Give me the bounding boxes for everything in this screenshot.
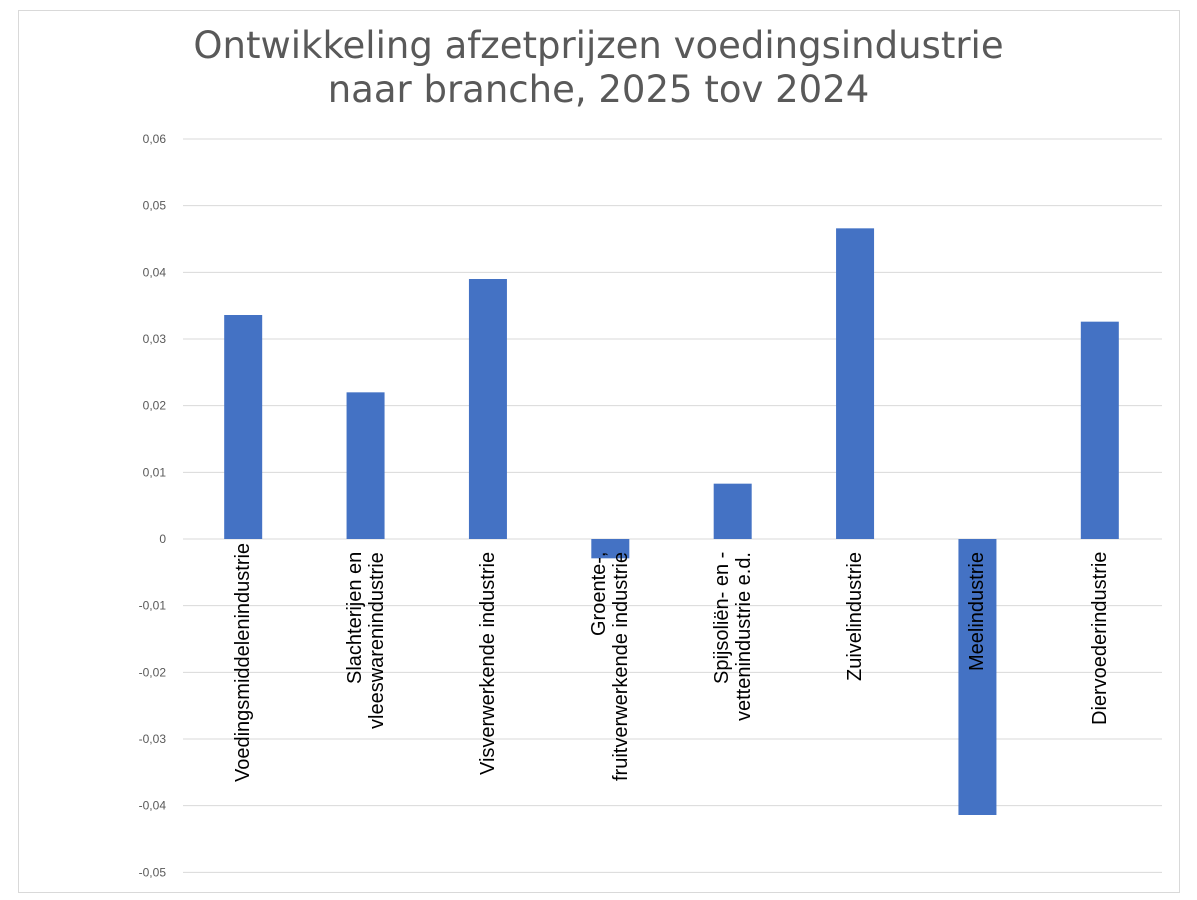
y-tick-label: 0,01	[143, 465, 167, 479]
x-category-label: Spijsoliën- en -vettenindustrie e.d.	[710, 552, 755, 721]
bar	[346, 392, 385, 539]
bar	[1080, 321, 1119, 539]
bar	[468, 279, 507, 539]
chart-title: Ontwikkeling afzetprijzen voedingsindust…	[0, 24, 1197, 112]
bar	[591, 539, 630, 559]
chart-frame	[18, 10, 1180, 893]
x-category-label-wrap: Slachterijen en vleeswarenindustrie	[331, 552, 401, 782]
y-tick-label: 0,04	[143, 265, 167, 279]
x-category-label: Diervoederindustrie	[1088, 552, 1111, 726]
y-tick-label: 0,02	[143, 399, 167, 413]
x-category-label-wrap: Spijsoliën- en -vettenindustrie e.d.	[698, 552, 768, 782]
y-tick-label: 0,03	[143, 332, 167, 346]
bar	[224, 315, 263, 539]
chart-title-line-2: naar branche, 2025 tov 2024	[327, 68, 870, 111]
bar	[836, 228, 875, 540]
x-category-label-wrap: Diervoederindustrie	[1065, 552, 1135, 782]
y-tick-label: -0,02	[139, 665, 167, 679]
y-tick-label: -0,04	[139, 799, 167, 813]
y-tick-label: -0,03	[139, 732, 167, 746]
y-tick-label: -0,01	[139, 599, 167, 613]
chart-title-line-1: Ontwikkeling afzetprijzen voedingsindust…	[193, 24, 1004, 67]
bar	[713, 483, 752, 539]
x-category-label: Zuivelindustrie	[844, 552, 867, 681]
x-category-label-wrap: Meelindustrie	[942, 552, 1012, 782]
x-category-label-wrap: Visverwerkende industrie	[453, 552, 523, 782]
y-tick-label: 0,06	[143, 132, 167, 146]
bar	[958, 539, 997, 815]
y-tick-label: 0	[159, 532, 166, 546]
x-category-label: Voedingsmiddelenindustrie	[232, 542, 255, 782]
x-category-label: Meelindustrie	[966, 552, 989, 671]
x-category-label: Slachterijen en vleeswarenindustrie	[343, 552, 388, 729]
x-category-label-wrap: Groente-, fruitverwerkende industrie	[575, 552, 645, 782]
x-category-label-wrap: Voedingsmiddelenindustrie	[208, 542, 278, 782]
x-category-label: Groente-, fruitverwerkende industrie	[588, 552, 633, 781]
y-tick-label: 0,05	[143, 199, 167, 213]
x-category-label-wrap: Zuivelindustrie	[820, 552, 890, 782]
x-category-label: Visverwerkende industrie	[476, 552, 499, 776]
y-tick-label: -0,05	[139, 865, 167, 879]
